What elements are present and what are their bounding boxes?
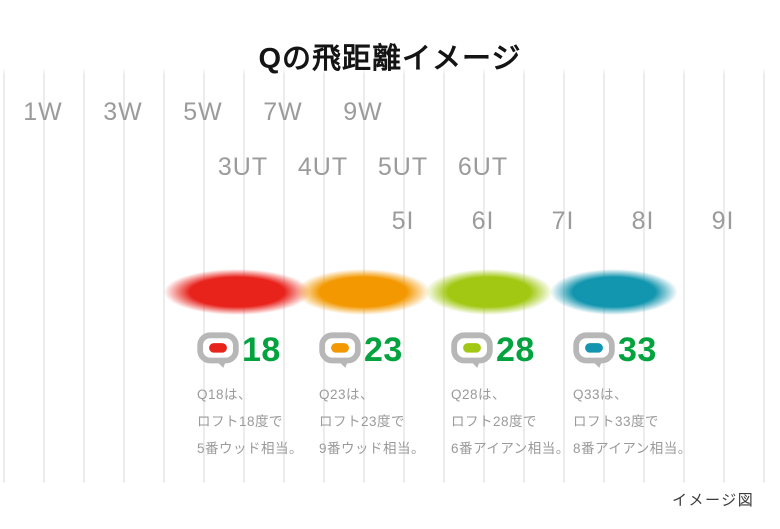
product-badge-q23: 23 (319, 330, 403, 370)
product-description-line: Q28は、 (451, 387, 507, 402)
distance-blob-q33 (539, 265, 689, 319)
gridline (443, 67, 445, 483)
distance-blob-q28 (414, 265, 564, 319)
gridline (723, 67, 725, 483)
product-number: 33 (618, 331, 657, 369)
q-logo-icon (451, 332, 493, 368)
gridline (3, 67, 5, 483)
club-label-6i: 6I (471, 207, 495, 235)
product-description-line: 8番アイアン相当。 (573, 441, 692, 456)
product-number: 18 (242, 331, 281, 369)
product-description-line: 9番ウッド相当。 (319, 441, 426, 456)
product-description-line: ロフト33度で (573, 414, 660, 429)
product-description-line: Q33は、 (573, 387, 629, 402)
product-number: 28 (496, 331, 535, 369)
product-description-q28: Q28は、ロフト28度で 6番アイアン相当。 (451, 381, 570, 462)
product-description-line: 5番ウッド相当。 (197, 441, 304, 456)
page-title: Qの飛距離イメージ (258, 43, 522, 76)
gridline (123, 67, 125, 483)
footnote: イメージ図 (672, 492, 755, 509)
product-description-line: ロフト28度で (451, 414, 538, 429)
club-label-5ut: 5UT (377, 153, 429, 181)
distance-blob-q18 (151, 265, 323, 319)
product-description-q33: Q33は、ロフト33度で 8番アイアン相当。 (573, 381, 692, 462)
product-badge-q33: 33 (573, 330, 657, 370)
club-label-5i: 5I (391, 207, 415, 235)
q-logo-icon (197, 332, 239, 368)
product-description-line: ロフト23度で (319, 414, 406, 429)
product-description-line: Q23は、 (319, 387, 375, 402)
club-label-8i: 8I (631, 207, 655, 235)
club-label-9w: 9W (343, 98, 383, 126)
gridline (83, 67, 85, 483)
club-label-7i: 7I (551, 207, 575, 235)
club-label-1w: 1W (23, 98, 63, 126)
q-logo-icon (319, 332, 361, 368)
product-description-q18: Q18は、ロフト18度で 5番ウッド相当。 (197, 381, 303, 462)
club-label-3w: 3W (103, 98, 143, 126)
gridline (43, 67, 45, 483)
product-badge-q28: 28 (451, 330, 535, 370)
product-description-line: Q18は、 (197, 387, 253, 402)
club-label-3ut: 3UT (217, 153, 269, 181)
product-description-q23: Q23は、ロフト23度で 9番ウッド相当。 (319, 381, 425, 462)
gridline (763, 67, 765, 483)
product-number: 23 (364, 331, 403, 369)
product-description-line: 6番アイアン相当。 (451, 441, 570, 456)
club-label-4ut: 4UT (297, 153, 349, 181)
club-label-5w: 5W (183, 98, 223, 126)
q-logo-icon (573, 332, 615, 368)
product-badge-q18: 18 (197, 330, 281, 370)
club-label-7w: 7W (263, 98, 303, 126)
gridline (163, 67, 165, 483)
club-label-6ut: 6UT (457, 153, 509, 181)
product-description-line: ロフト18度で (197, 414, 284, 429)
club-label-9i: 9I (711, 207, 735, 235)
